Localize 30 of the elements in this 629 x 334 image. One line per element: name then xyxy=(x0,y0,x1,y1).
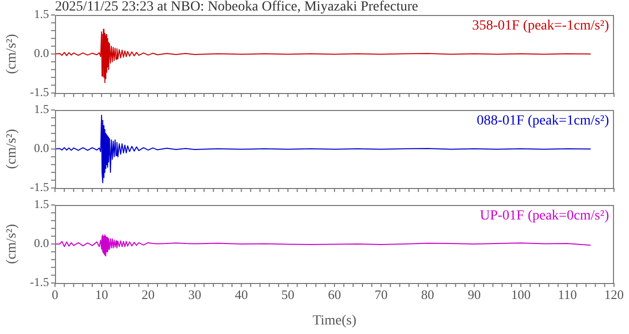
y-tick-label: -1.5 xyxy=(30,85,49,100)
chart-title: 2025/11/25 23:23 at NBO: Nobeoka Office, Miyazaki Prefecture xyxy=(55,0,418,15)
x-tick-label: 70 xyxy=(374,286,388,302)
x-tick-label: 80 xyxy=(421,286,434,302)
x-tick-label: 10 xyxy=(95,286,108,302)
x-tick-label: 110 xyxy=(558,286,577,302)
y-axis-title: (cm/s²) xyxy=(4,224,20,264)
y-tick-label: 1.5 xyxy=(34,102,49,116)
y-tick-label: 0.0 xyxy=(34,141,49,156)
annotation: 358-01F (peak=-1cm/s²) xyxy=(472,18,610,34)
x-tick-label: 120 xyxy=(604,286,624,302)
annotation: 088-01F (peak=1cm/s²) xyxy=(476,114,610,129)
y-tick-label: 0.0 xyxy=(34,236,49,250)
x-axis-title: Time(s) xyxy=(312,314,357,329)
x-tick-label: 100 xyxy=(511,286,531,302)
y-tick-label: -1.5 xyxy=(30,275,49,290)
x-tick-label: 0 xyxy=(52,286,58,302)
x-tick-label: 60 xyxy=(328,286,341,302)
x-tick-label: 30 xyxy=(188,286,202,302)
x-tick-label: 90 xyxy=(468,286,481,302)
x-tick-label: 50 xyxy=(281,286,294,302)
y-tick-label: 1.5 xyxy=(34,197,49,212)
y-tick-label: 1.5 xyxy=(34,7,49,22)
y-tick-label: 0.0 xyxy=(34,46,49,60)
y-tick-label: -1.5 xyxy=(30,180,49,194)
x-tick-label: 40 xyxy=(234,286,248,302)
y-axis-title: (cm/s²) xyxy=(4,34,20,74)
annotation: UP-01F (peak=0cm/s²) xyxy=(480,208,610,224)
x-tick-label: 20 xyxy=(142,286,155,302)
y-axis-title: (cm/s²) xyxy=(4,128,20,169)
